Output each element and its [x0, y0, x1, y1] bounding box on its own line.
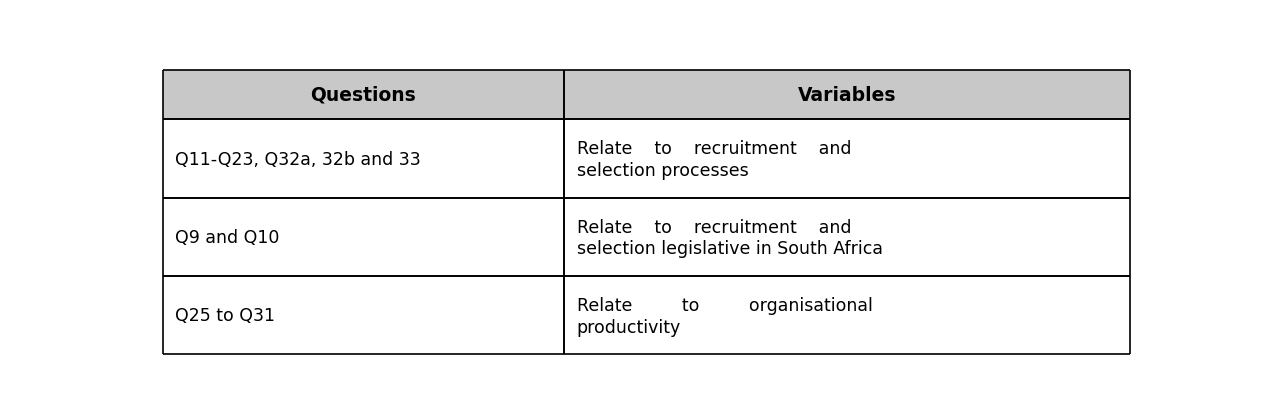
Text: productivity: productivity — [576, 318, 681, 336]
Text: Q11-Q23, Q32a, 32b and 33: Q11-Q23, Q32a, 32b and 33 — [175, 150, 421, 168]
Text: Relate         to         organisational: Relate to organisational — [576, 296, 873, 314]
Bar — [564, 198, 1130, 276]
Bar — [163, 276, 564, 354]
Text: Questions: Questions — [310, 86, 416, 105]
Text: Variables: Variables — [798, 86, 897, 105]
Bar — [163, 70, 564, 120]
Bar — [564, 276, 1130, 354]
Text: selection legislative in South Africa: selection legislative in South Africa — [576, 240, 883, 258]
Text: Q9 and Q10: Q9 and Q10 — [175, 228, 280, 246]
Bar — [564, 120, 1130, 198]
Bar — [163, 120, 564, 198]
Text: Relate    to    recruitment    and: Relate to recruitment and — [576, 218, 851, 236]
Text: selection processes: selection processes — [576, 162, 749, 180]
Bar — [564, 70, 1130, 120]
Bar — [163, 198, 564, 276]
Text: Relate    to    recruitment    and: Relate to recruitment and — [576, 140, 851, 158]
Text: Q25 to Q31: Q25 to Q31 — [175, 306, 275, 324]
